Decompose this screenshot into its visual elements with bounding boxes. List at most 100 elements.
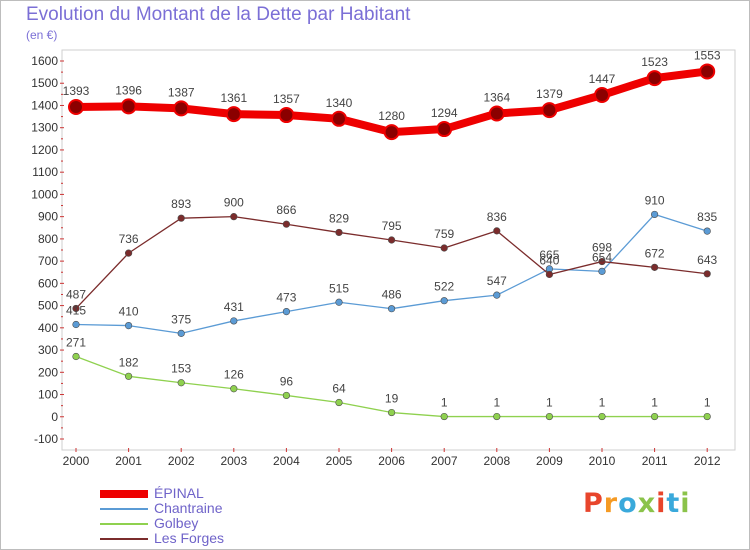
y-tick-label: 600 [38,276,58,290]
data-label: 182 [119,355,139,369]
data-point [225,106,242,123]
y-tick-label: 900 [38,210,58,224]
data-label: 375 [171,312,191,326]
data-point [703,227,711,235]
logo-letter: r [603,488,619,519]
data-label: 795 [382,219,402,233]
data-label: 64 [332,382,346,396]
data-point [125,372,133,380]
x-tick-label: 2009 [536,454,563,468]
y-tick-label: 1200 [31,143,58,157]
data-point [331,110,347,127]
data-point [177,214,185,222]
proxiti-logo: Proxiti [583,488,691,519]
legend-label: Golbey [154,515,199,531]
data-label: 415 [66,303,86,317]
data-point [125,249,133,257]
data-label: 654 [592,250,612,264]
data-label: 698 [592,241,612,255]
data-point [440,244,448,252]
data-point [173,100,190,117]
legend-label: Chantraine [154,500,223,516]
logo-letter: i [680,488,691,519]
data-point [493,412,501,421]
data-point [440,297,448,305]
x-tick-label: 2001 [115,454,142,468]
data-point [230,213,238,221]
data-point [545,412,554,421]
data-point [230,317,238,325]
x-tick-label: 2011 [642,454,668,468]
data-label: 547 [487,274,507,288]
data-point [488,105,505,122]
data-label: 893 [171,197,191,211]
data-label: 1 [441,396,448,410]
x-tick-label: 2006 [378,454,405,468]
data-label: 271 [66,336,86,350]
data-label: 736 [119,232,139,246]
legend-label: Les Forges [154,530,225,546]
data-label: 1 [704,396,711,410]
x-tick-label: 2002 [168,454,195,468]
data-label: 1387 [168,85,195,99]
data-label: 1280 [378,109,405,123]
data-label: 96 [280,374,294,388]
data-point [703,412,711,421]
data-point [177,379,185,387]
data-label: 1393 [63,84,90,98]
data-point [541,102,558,119]
data-label: 153 [171,362,191,376]
legend-item: ÉPINAL [100,486,224,501]
legend: ÉPINAL Chantraine Golbey Les Forges [100,486,224,546]
data-label: 640 [539,253,559,267]
data-label: 759 [434,227,454,241]
data-point [650,263,659,271]
legend-item: Chantraine [100,501,224,516]
data-label: 672 [645,246,665,260]
x-tick-label: 2004 [273,454,300,468]
x-tick-label: 2010 [589,454,616,468]
y-tick-label: 1300 [31,121,58,135]
data-point [383,124,400,141]
data-point [230,385,238,393]
data-label: 1340 [326,96,353,110]
data-point [598,412,606,421]
data-point [68,99,84,116]
x-tick-label: 2007 [431,454,458,468]
data-point [493,291,501,299]
data-label: 1 [493,396,500,410]
x-tick-label: 2003 [220,454,247,468]
data-label: 643 [697,253,717,267]
data-label: 1 [546,396,553,410]
y-tick-label: 500 [38,299,58,313]
chart-unit: (en €) [26,28,58,42]
data-point [388,408,396,417]
logo-letter: t [666,488,681,519]
y-tick-label: 1100 [32,165,58,179]
y-tick-label: 800 [38,232,58,246]
data-point [703,270,711,278]
logo-letter: P [583,488,604,519]
data-point [125,322,133,330]
data-point [120,98,137,115]
data-label: 1 [599,396,606,410]
legend-swatch [100,507,148,510]
y-tick-label: 200 [38,365,58,379]
legend-swatch [100,489,148,498]
y-tick-label: 1000 [31,187,58,201]
chart-title: Evolution du Montant de la Dette par Hab… [26,4,411,25]
data-label: 431 [224,300,244,314]
data-label: 1364 [483,90,510,104]
data-point [72,352,80,361]
y-tick-label: 1500 [31,76,58,90]
data-label: 1294 [431,106,458,120]
y-tick-label: 1600 [31,54,58,68]
legend-item: Les Forges [100,531,224,546]
data-point [594,87,610,104]
x-tick-label: 2012 [694,454,721,468]
legend-item: Golbey [100,516,224,531]
data-point [699,63,716,80]
data-label: 126 [224,368,244,382]
data-point [282,220,291,228]
